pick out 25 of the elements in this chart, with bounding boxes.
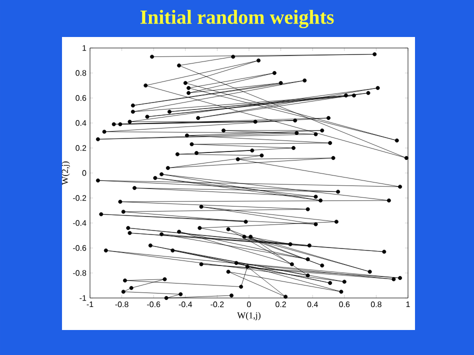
y-axis-title: W(2,j)	[62, 162, 70, 185]
x-tick-label: 0	[247, 302, 251, 308]
y-tick-label: 1	[82, 45, 86, 51]
x-tick-label: 0.4	[307, 302, 318, 308]
y-tick-label: -0.2	[73, 195, 86, 201]
x-tick-label: 0.2	[276, 302, 286, 308]
y-tick-label: -0.8	[73, 270, 86, 276]
y-tick-label: 0.8	[76, 70, 86, 76]
x-tick-label: 1	[406, 302, 410, 308]
y-tick-label: -0.4	[73, 220, 86, 226]
x-tick-label: -0.8	[115, 302, 128, 308]
x-tick-label: 0.8	[370, 302, 382, 308]
y-tick-label: 0	[82, 170, 86, 176]
chart-title: Initial random weights	[140, 10, 334, 28]
y-tick-label: 0.2	[76, 145, 86, 151]
x-tick-label: -0.2	[210, 302, 224, 308]
y-tick-label: -0.6	[73, 245, 86, 251]
x-tick-label: -0.4	[178, 302, 192, 308]
y-tick-label: 0.4	[76, 120, 86, 126]
y-tick-label: 0.6	[76, 95, 86, 101]
x-tick-label: 0.6	[339, 302, 350, 308]
x-tick-label: -1	[86, 302, 94, 308]
x-tick-label: -0.6	[147, 302, 160, 308]
y-tick-label: -1	[80, 295, 86, 301]
x-axis-title: W(1,j)	[237, 312, 260, 320]
